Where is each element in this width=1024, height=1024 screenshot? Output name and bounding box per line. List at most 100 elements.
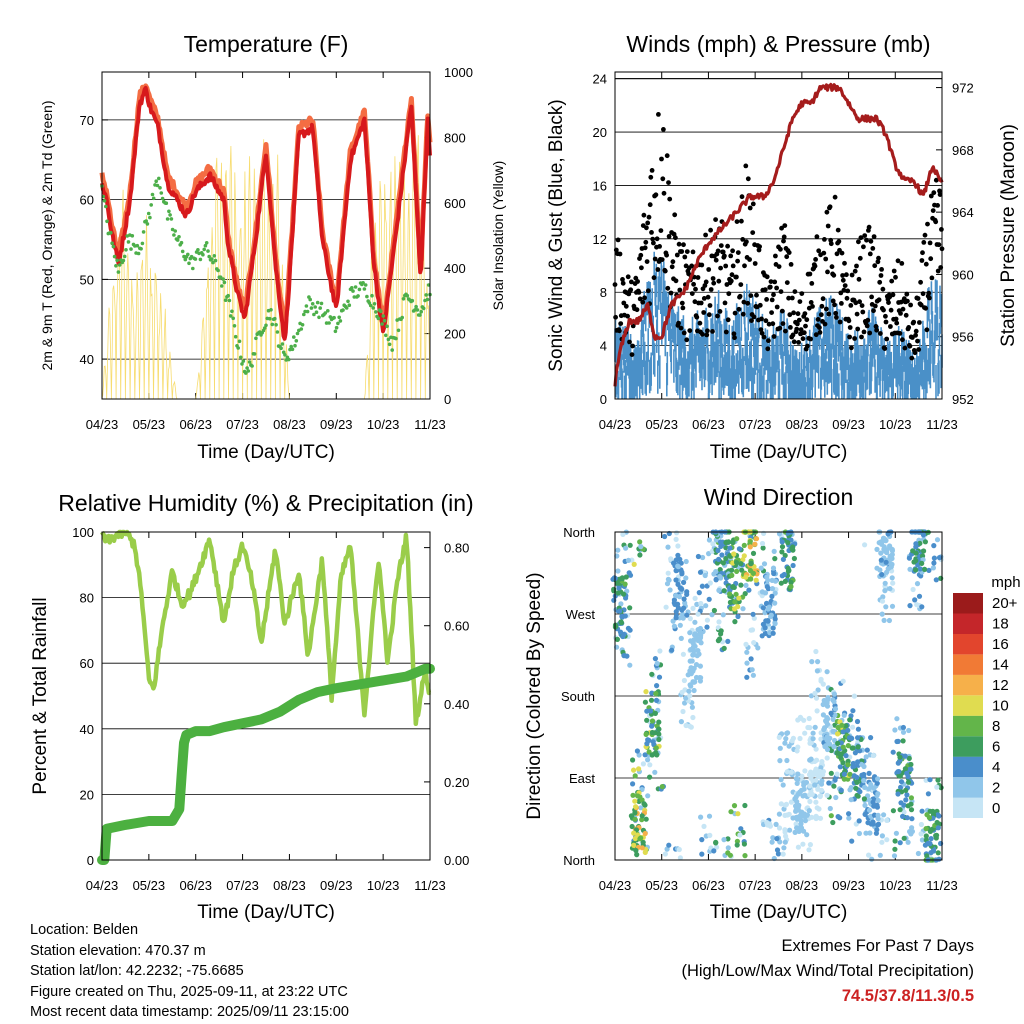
direction-point <box>744 649 750 655</box>
direction-point <box>771 570 777 577</box>
direction-point <box>936 813 942 819</box>
gust-point <box>728 278 734 284</box>
direction-point <box>935 777 941 783</box>
dewpoint-point <box>305 309 310 314</box>
y-tick-label: 20 <box>593 125 607 140</box>
gust-point <box>831 272 837 278</box>
direction-point <box>698 814 704 820</box>
direction-point <box>694 653 700 659</box>
gust-point <box>658 228 664 234</box>
direction-point <box>864 747 870 753</box>
direction-point <box>890 808 897 814</box>
direction-point <box>793 776 800 782</box>
gust-point <box>739 194 745 200</box>
direction-point <box>650 739 656 745</box>
gust-point <box>904 291 910 297</box>
gust-point <box>813 257 818 262</box>
direction-point <box>653 745 659 751</box>
direction-point <box>807 798 813 805</box>
gust-point <box>751 314 757 320</box>
direction-point <box>861 778 867 784</box>
y-tick-label: 40 <box>80 722 94 737</box>
gust-point <box>628 287 634 293</box>
direction-point <box>812 782 818 788</box>
direction-point <box>690 605 696 612</box>
direction-point <box>772 556 778 562</box>
gust-point <box>640 299 646 305</box>
direction-point <box>750 570 757 577</box>
direction-point <box>697 663 704 669</box>
direction-point <box>772 600 778 606</box>
direction-point <box>895 791 901 797</box>
direction-point <box>707 580 713 586</box>
dewpoint-point <box>109 230 113 235</box>
direction-point <box>890 749 896 755</box>
gust-point <box>928 193 934 199</box>
y2-tick-label: 972 <box>952 81 974 96</box>
direction-point <box>632 773 638 779</box>
gust-point <box>642 295 647 301</box>
gust-point <box>936 242 942 248</box>
dewpoint-point <box>254 336 258 341</box>
direction-point <box>927 828 934 835</box>
direction-point <box>738 582 744 588</box>
dewpoint-point <box>213 258 218 263</box>
plot-frame <box>101 71 431 400</box>
gust-point <box>888 324 893 329</box>
gust-point <box>879 267 884 272</box>
gust-point <box>822 321 828 327</box>
direction-point <box>676 846 682 853</box>
dewpoint-point <box>308 297 313 302</box>
direction-point <box>633 847 639 854</box>
direction-point <box>922 566 928 573</box>
dewpoint-point <box>168 213 172 217</box>
direction-point <box>741 841 748 847</box>
gust-point <box>874 327 879 333</box>
gust-point <box>732 335 737 341</box>
direction-point <box>611 588 617 594</box>
gust-point <box>886 300 891 305</box>
gust-point <box>908 302 913 308</box>
gust-point <box>913 328 919 334</box>
gust-point <box>681 242 686 248</box>
direction-point <box>683 575 689 581</box>
gust-point <box>748 293 754 298</box>
direction-point <box>850 745 856 751</box>
direction-point <box>840 744 846 750</box>
direction-point <box>734 838 741 844</box>
direction-point <box>923 833 929 839</box>
direction-point <box>854 718 861 725</box>
direction-point <box>923 777 929 783</box>
gust-point <box>673 278 679 284</box>
direction-point <box>856 818 862 824</box>
direction-point <box>772 616 778 622</box>
direction-point <box>664 581 671 587</box>
direction-point <box>837 815 843 821</box>
gust-point <box>766 338 771 344</box>
direction-point <box>823 743 829 749</box>
direction-point <box>858 761 865 767</box>
gust-point <box>767 284 773 290</box>
direction-point <box>881 812 887 818</box>
gust-point <box>868 238 874 244</box>
gust-point <box>718 265 723 271</box>
direction-point <box>927 777 933 783</box>
dewpoint-point <box>196 248 200 252</box>
direction-point <box>615 590 621 596</box>
dewpoint-point <box>202 247 206 252</box>
direction-point <box>799 813 806 819</box>
direction-point <box>669 647 675 653</box>
direction-point <box>734 568 740 575</box>
direction-point <box>747 539 753 545</box>
direction-point <box>776 734 782 741</box>
gust-point <box>664 153 670 159</box>
direction-point <box>790 562 796 569</box>
gust-point <box>815 317 821 322</box>
direction-point <box>830 716 836 723</box>
gust-point <box>659 156 664 162</box>
direction-point <box>762 625 768 631</box>
gust-point <box>821 250 827 256</box>
gust-point <box>795 311 801 317</box>
dewpoint-point <box>289 344 294 349</box>
direction-point <box>884 837 890 843</box>
